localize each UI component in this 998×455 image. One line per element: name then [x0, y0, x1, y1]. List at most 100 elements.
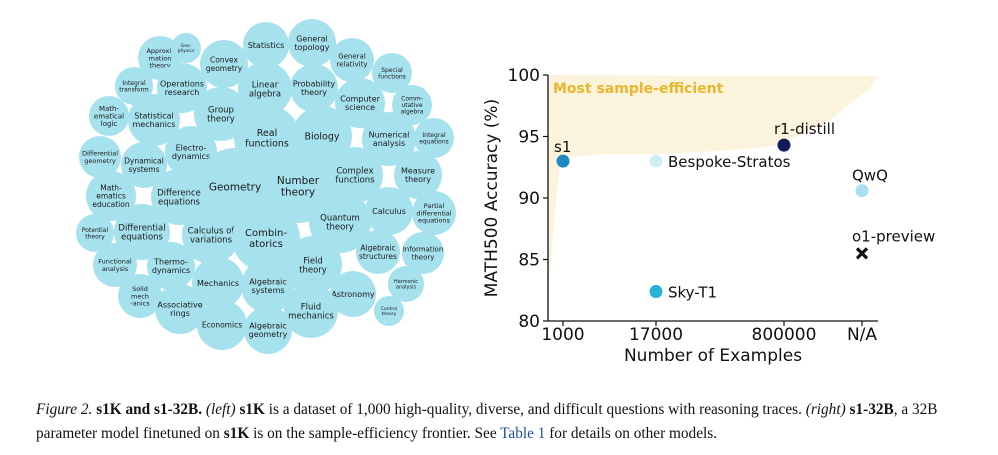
x-tick-label: N/A [847, 325, 877, 345]
x-tick-label: 1000 [541, 325, 584, 345]
bubble-difference-equations: Difference equations [151, 169, 207, 225]
figure-graphics: Approxi-mation theory Geo-physics Convex geo… [76, 19, 935, 366]
bubble-label: Math-ematical logic [94, 105, 124, 128]
bubble-circle [200, 40, 248, 88]
bubble-label: Information theory [403, 246, 444, 262]
bubble-commutative-algebra: Comm-utative algebra [392, 85, 432, 125]
bubble-potential-theory: Potential theory [76, 214, 114, 252]
bubble-label: Linear algebra [249, 80, 281, 99]
bubble-label: Integral equations [419, 132, 449, 146]
bubble-economics: Economics [197, 300, 247, 350]
point-label: s1 [554, 138, 571, 156]
bubble-label: Fluid mechanics [288, 302, 334, 321]
bubble-label: General relativity [337, 53, 368, 69]
point-r1-distill: r1-distill [774, 120, 835, 152]
bubble-group-theory: Group theory [194, 87, 248, 141]
bubble-circle [402, 232, 444, 274]
caption-text: , a 32B parameter model finetuned on [36, 401, 938, 442]
bubble-circle [182, 206, 240, 264]
bubble-circle [171, 33, 201, 63]
caption-s1k: s1K [239, 401, 265, 418]
bubble-functional-analysis: Functional analysis [93, 243, 137, 287]
bubble-label: General topology [295, 34, 330, 52]
bubble-label: Group theory [207, 105, 235, 124]
bubble-label: Functional analysis [98, 258, 132, 273]
bubble-dynamical-systems: Dynamical systems [121, 142, 167, 188]
point-label: Sky-T1 [668, 283, 717, 301]
bubble-circle [327, 147, 383, 203]
bubble-label: Partial differential equations [416, 202, 451, 224]
bubble-statistics: Statistics [243, 22, 289, 68]
point-marker [855, 184, 869, 198]
bubble-integral-transform: Integral transform [115, 67, 153, 105]
figure-caption: Figure 2. s1K and s1-32B. (left) s1K is … [36, 398, 976, 446]
bubble-special-functions: Special functions [372, 53, 412, 93]
topic-bubble-cloud: Approxi-mation theory Geo-physics Convex geo… [76, 19, 456, 354]
bubble-algebraic-systems: Algebraic systems [241, 259, 295, 313]
bubble-field-theory: Field theory [284, 236, 342, 294]
bubble-label: Quantum theory [320, 213, 360, 232]
bubble-associative-rings: Associative rings [155, 284, 205, 334]
bubble-algebraic-geometry: Algebraic geometry [244, 306, 292, 354]
bubble-circle [356, 230, 400, 274]
bubble-label: Number theory [277, 175, 320, 199]
y-tick-label: 100 [508, 66, 540, 86]
bubble-label: Convex geometry [206, 56, 243, 73]
bubble-circle [121, 142, 167, 188]
table-1-link[interactable]: Table 1 [500, 425, 546, 442]
bubble-circle [243, 22, 289, 68]
bubble-label: Control theory [381, 306, 397, 317]
bubble-label: Mechanics [197, 279, 239, 288]
bubble-circle [392, 85, 432, 125]
bubble-label: Statistics [248, 41, 285, 50]
bubble-label: Algebraic systems [249, 277, 287, 295]
bubble-label: Complex functions [335, 166, 375, 185]
bubble-label: Measure theory [401, 166, 435, 184]
bubble-numerical-analysis: Numerical analysis [362, 112, 416, 166]
x-marker [855, 247, 869, 260]
bubble-label: Algebraic geometry [249, 321, 288, 339]
bubble-label: Geo-physics [178, 43, 195, 54]
bubble-label: Calculus of variations [188, 226, 236, 245]
bubble-complex-functions: Complex functions [327, 147, 383, 203]
bubble-label: Real functions [245, 128, 289, 149]
bubble-circle [388, 266, 424, 302]
bubble-label: Geometry [209, 182, 261, 194]
bubble-label: Dynamical systems [124, 157, 164, 174]
bubble-differential-geometry: Differential geometry [79, 136, 121, 178]
bubble-label: Statistical mechanics [133, 111, 176, 129]
bubble-circle [151, 169, 207, 225]
bubble-circle [241, 259, 295, 313]
y-axis-title: MATH500 Accuracy (%) [482, 99, 502, 297]
bubble-circle [290, 64, 338, 112]
point-label: Bespoke-Stratos [668, 153, 791, 171]
bubble-calculus-of-variations: Calculus of variations [182, 206, 240, 264]
bubble-calculus: Calculus [365, 187, 413, 235]
bubble-label: Biology [304, 131, 339, 142]
bubble-differential-equations: Differential equations [114, 204, 170, 260]
bubble-mechanics: Mechanics [192, 257, 244, 309]
bubble-circle [244, 306, 292, 354]
bubble-circle [309, 191, 371, 253]
x-axis-title: Number of Examples [624, 346, 802, 366]
bubble-label: Calculus [372, 207, 406, 216]
y-tick-label: 95 [518, 128, 540, 148]
bubble-label: Thermo-dynamics [152, 257, 190, 275]
region-label: Most sample-efficient [553, 81, 724, 97]
bubble-circle [155, 284, 205, 334]
bubble-circle [118, 274, 162, 318]
bubble-label: Probability theory [293, 79, 336, 97]
bubble-circle [128, 94, 180, 146]
bubble-label: Approxi-mation theory [146, 47, 174, 69]
bubble-circle [194, 87, 248, 141]
caption-title: s1K and s1-32B. [96, 401, 203, 418]
bubble-computer-science: Computer science [335, 78, 385, 128]
bubble-label: Comm-utative algebra [401, 96, 424, 116]
x-tick-label: 800000 [752, 325, 817, 345]
bubble-partial-differential-equations: Partial differential equations [412, 191, 456, 235]
bubble-label: Associative rings [157, 300, 202, 318]
bubble-label: Computer science [340, 94, 380, 112]
bubble-circle [192, 257, 244, 309]
bubble-circle [238, 62, 292, 116]
bubble-circle [335, 78, 385, 128]
